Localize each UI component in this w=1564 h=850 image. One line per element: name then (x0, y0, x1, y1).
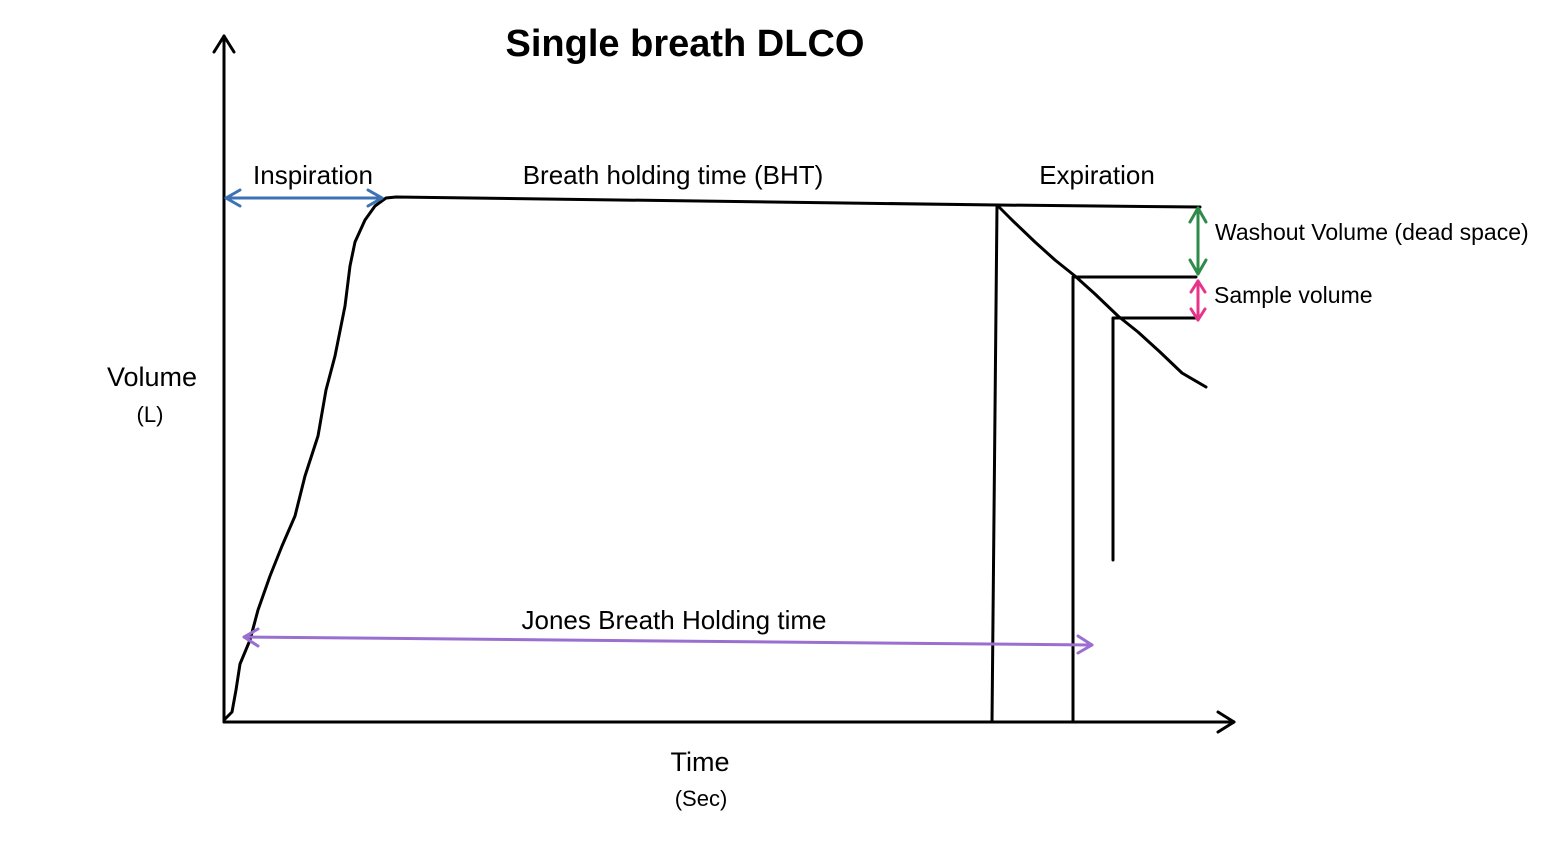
y-axis (212, 34, 236, 724)
diagram-title: Single breath DLCO (506, 23, 865, 65)
x-axis-unit: (Sec) (675, 786, 728, 811)
y-axis-label: Volume (107, 362, 197, 392)
sample-volume-label: Sample volume (1214, 282, 1373, 308)
expiration-label: Expiration (1039, 160, 1155, 190)
washout-volume-arrow (1188, 206, 1208, 276)
washout-end-line (1071, 275, 1198, 724)
expiration-start-line (990, 203, 999, 724)
x-axis (222, 710, 1236, 734)
inspiration-label: Inspiration (253, 160, 373, 190)
sample-end-line (1111, 316, 1198, 562)
x-axis-label: Time (671, 747, 730, 777)
expiration-curve (995, 203, 1208, 389)
washout-volume-label: Washout Volume (dead space) (1215, 219, 1529, 245)
jones-breath-holding-label: Jones Breath Holding time (522, 605, 827, 635)
volume-curve (222, 195, 1202, 722)
breath-holding-label: Breath holding time (BHT) (523, 160, 824, 190)
y-axis-unit: (L) (137, 402, 164, 427)
inspiration-arrow (224, 188, 384, 208)
sample-volume-arrow (1189, 279, 1207, 322)
jones-breath-holding-arrow (242, 627, 1094, 655)
